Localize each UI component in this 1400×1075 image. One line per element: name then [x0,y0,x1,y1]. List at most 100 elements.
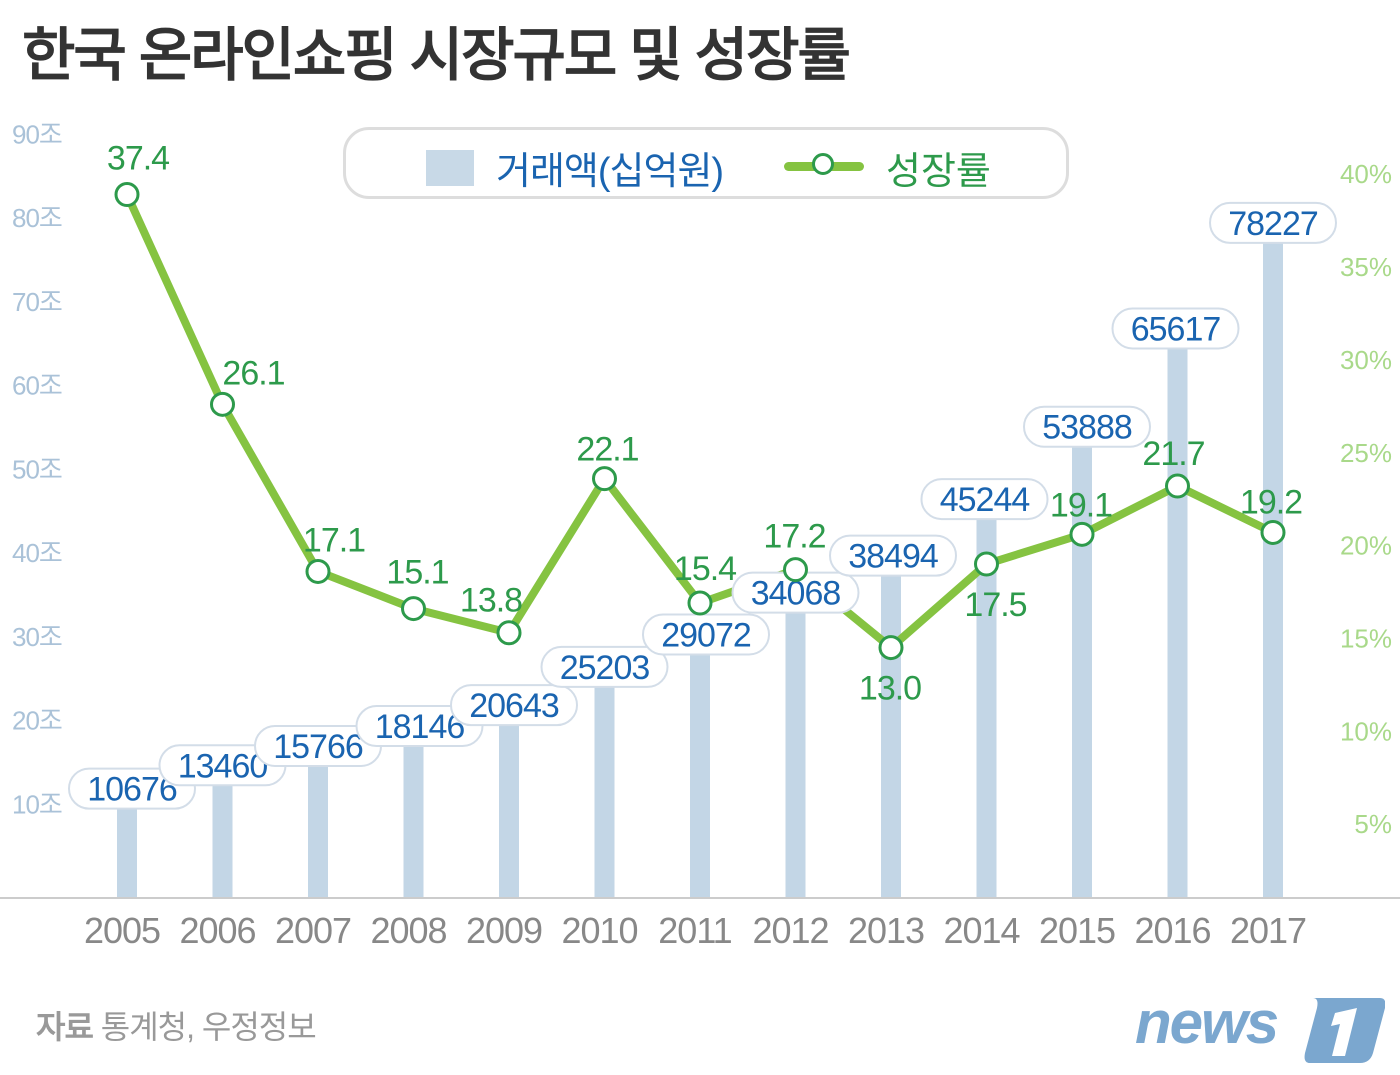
growth-value-label: 37.4 [107,139,169,177]
left-axis-tick: 90조 [12,119,62,149]
growth-point [401,596,426,622]
x-axis-tick: 2017 [1230,910,1306,951]
left-axis-tick: 20조 [12,706,62,736]
bar-label-pill [1209,201,1337,244]
x-axis-tick: 2008 [370,910,446,951]
x-axis-tick: 2005 [84,910,160,951]
bar-value-label: 29072 [661,617,751,655]
left-axis-tick: 50조 [12,454,62,484]
x-axis-tick: 2013 [848,910,924,951]
right-axis-tick: 20% [1340,531,1392,561]
right-axis-tick: 30% [1340,345,1392,375]
bar-label-pill [1111,307,1240,350]
left-axis-tick: 10조 [12,789,62,819]
bar-value-label: 20643 [469,687,559,725]
left-axis-tick: 60조 [12,371,62,401]
news1-logo: news [1135,989,1385,1063]
source-label: 자료 [36,1009,94,1045]
growth-value-label: 17.5 [964,586,1026,624]
left-axis-tick: 40조 [12,538,62,568]
growth-point [1260,519,1286,545]
svg-text:news: news [1135,989,1278,1056]
bar-value-label: 65617 [1131,310,1221,348]
bar-value-label: 38494 [848,538,938,576]
bar-value-label: 25203 [560,649,650,687]
right-axis-tick: 25% [1340,438,1392,468]
bar [976,519,997,898]
growth-point [496,620,522,646]
growth-value-label: 13.8 [460,582,522,620]
growth-point [1069,521,1095,547]
bar [499,725,519,898]
bar-value-label: 18146 [375,708,465,746]
growth-point [878,635,904,661]
bar-value-label: 78227 [1228,205,1318,243]
growth-point [974,551,999,577]
growth-point [114,181,140,207]
growth-point [783,557,808,583]
growth-value-label: 21.7 [1142,435,1204,473]
right-axis-tick: 10% [1340,716,1392,746]
bar-label-pill [1023,405,1151,448]
bar [1167,348,1188,898]
left-axis-tick: 30조 [12,622,62,652]
bar [881,575,901,898]
growth-value-label: 17.1 [303,521,365,559]
left-axis-tick: 80조 [12,203,62,233]
bar-label-pill [642,613,770,656]
legend-line-label: 성장률 [886,151,991,193]
source-text: 통계청, 우정정보 [100,1009,317,1045]
growth-value-label: 26.1 [222,354,284,392]
growth-value-label: 19.2 [1240,483,1302,521]
x-axis-tick: 2010 [561,910,637,951]
bar-label-pill [920,478,1049,521]
bar [785,612,806,898]
bar [117,808,137,898]
bar-value-label: 15766 [273,728,363,766]
bar-value-label: 53888 [1042,409,1132,447]
right-axis-tick: 40% [1340,159,1392,189]
growth-point [1165,473,1190,499]
bar-label-pill [829,534,957,577]
growth-value-label: 13.0 [859,670,921,708]
x-axis-tick: 2016 [1134,910,1210,951]
bar-label-pill [450,684,578,727]
legend: 거래액(십억원) 성장률 [343,127,1069,199]
right-axis-tick: 5% [1354,809,1392,839]
legend-bar-swatch [426,150,474,186]
bar [403,746,424,898]
growth-value-label: 15.4 [674,550,736,588]
bar [594,686,615,898]
bar [690,654,710,898]
growth-point [305,558,331,584]
legend-line-marker [812,153,834,175]
bar-label-pill [540,645,669,688]
x-axis-tick: 2006 [179,910,255,951]
x-axis-tick: 2009 [466,910,542,951]
bar-value-label: 13460 [178,747,268,785]
left-axis-tick: 70조 [12,287,62,317]
growth-value-label: 15.1 [386,554,448,592]
right-axis-tick: 35% [1340,252,1392,282]
growth-value-label: 22.1 [576,431,638,469]
legend-bar-label: 거래액(십억원) [496,151,724,193]
x-axis-tick: 2011 [658,910,731,951]
growth-point [687,590,713,616]
growth-point [210,391,235,417]
x-axis-tick: 2007 [275,910,351,951]
growth-value-label: 17.2 [763,518,825,556]
growth-value-label: 19.1 [1050,486,1112,524]
bar [212,785,233,898]
x-axis-tick: 2015 [1039,910,1115,951]
bar [1072,446,1092,898]
bar [308,765,328,898]
source-note: 자료 통계청, 우정정보 [36,1002,317,1048]
right-axis-tick: 15% [1340,623,1392,653]
growth-point [592,466,617,492]
x-axis-tick: 2014 [943,910,1019,951]
x-axis-tick: 2012 [752,910,828,951]
bar [1263,242,1283,898]
bar-value-label: 45244 [940,481,1030,519]
chart-title: 한국 온라인쇼핑 시장규모 및 성장률 [22,23,851,88]
